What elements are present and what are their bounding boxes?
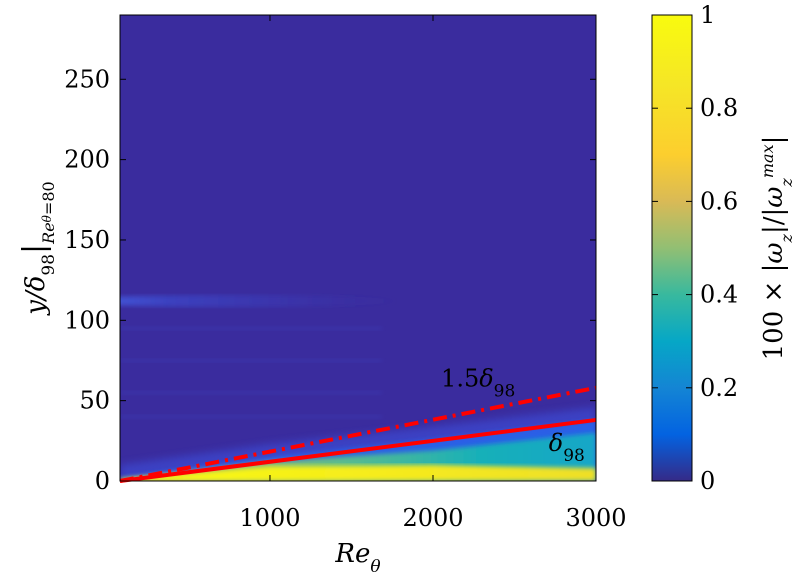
y-tick-label: 0: [95, 467, 110, 495]
colorbar-ticks: 0 0.2 0.4 0.6 0.8 1: [652, 1, 738, 495]
y-axis-label: y/δ98|Reθ=80: [17, 181, 59, 315]
heatmap-stripe: [120, 295, 400, 308]
y-tick-label: 100: [64, 306, 110, 334]
series-lines: [119, 385, 597, 483]
heatmap-background: [120, 15, 596, 481]
series-line-delta98-1p5: [119, 385, 597, 483]
x-tick-label: 1000: [239, 504, 300, 532]
heatmap-streak: [120, 358, 382, 363]
x-axis-ticks: 1000 2000 3000: [239, 15, 627, 532]
colorbar-tick-label: 0: [700, 467, 715, 495]
y-tick-label: 50: [79, 387, 110, 415]
colorbar-tick-label: 1: [700, 1, 715, 29]
colorbar: [651, 14, 693, 482]
heatmap-streak: [120, 326, 382, 331]
series-line-delta98: [119, 417, 597, 483]
y-tick-label: 150: [64, 226, 110, 254]
heatmap-streak: [120, 414, 382, 419]
colorbar-label: 100 × |ωz|/|ωzmax|: [758, 136, 794, 361]
colorbar-tick-label: 0.2: [700, 374, 738, 402]
heatmap-streak: [120, 390, 382, 395]
plot-frame: [119, 14, 597, 482]
colorbar-tick-label: 0.6: [700, 187, 738, 215]
colorbar-tick-label: 0.4: [700, 281, 738, 309]
y-tick-label: 250: [64, 65, 110, 93]
x-axis-label: Reθ: [334, 539, 380, 576]
y-tick-label: 200: [64, 146, 110, 174]
x-tick-label: 2000: [402, 504, 463, 532]
y-axis-ticks: 0 50 100 150 200 250: [64, 65, 596, 495]
colorbar-tick-label: 0.8: [700, 94, 738, 122]
x-tick-label: 3000: [565, 504, 626, 532]
heatmap-yellow-core: [120, 464, 596, 481]
plot-area: [120, 15, 596, 481]
